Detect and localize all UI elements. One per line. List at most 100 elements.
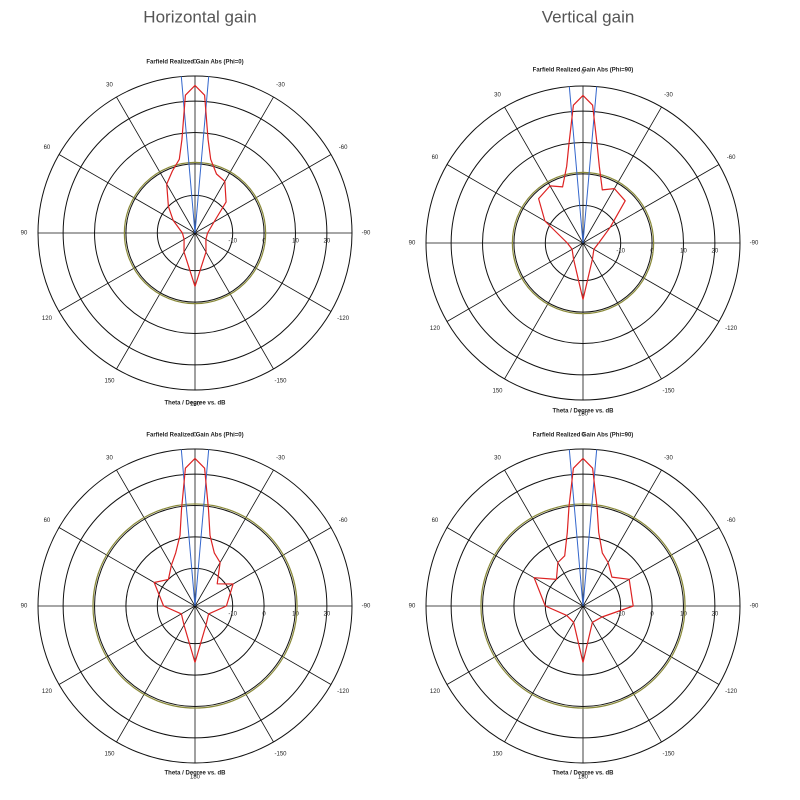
angle-label: -90	[362, 604, 371, 610]
radial-label: 0	[262, 612, 266, 618]
beam-line	[568, 449, 584, 607]
radial-label: 10	[292, 239, 299, 245]
beam-line	[194, 76, 210, 234]
angle-label: 0	[193, 433, 197, 439]
angle-label: -90	[750, 241, 759, 247]
polar-chart: Farfield Realized Gain Abs (Phi=0) Theta …	[21, 60, 371, 408]
ring	[513, 173, 653, 313]
ring	[482, 505, 684, 707]
angle-label: 90	[409, 604, 416, 610]
angle-label: 60	[432, 518, 439, 524]
polar-chart: Farfield Realized Gain Abs (Phi=0) Theta …	[21, 433, 371, 781]
angle-label: 180	[578, 412, 589, 418]
spoke	[194, 527, 332, 607]
spoke	[582, 242, 720, 322]
angle-label: 120	[42, 689, 53, 695]
spoke	[194, 232, 274, 370]
angle-label: -30	[276, 82, 285, 88]
spoke	[194, 232, 332, 312]
ring	[450, 110, 716, 376]
ring	[156, 194, 234, 272]
spoke	[582, 242, 662, 380]
spoke	[58, 232, 196, 312]
angle-label: -90	[362, 231, 371, 237]
beam-line	[180, 76, 196, 234]
radial-label: 10	[680, 612, 687, 618]
ring	[156, 567, 234, 645]
beam-line	[194, 449, 210, 607]
angle-label: 120	[430, 326, 441, 332]
radial-label: 20	[324, 239, 331, 245]
angle-label: -30	[664, 455, 673, 461]
ring	[94, 132, 296, 334]
spoke	[194, 96, 274, 234]
radial-label: 0	[650, 249, 654, 255]
chart-title: Farfield Realized Gain Abs (Phi=0)	[146, 60, 243, 66]
spoke	[58, 154, 196, 234]
chart-title: Farfield Realized Gain Abs (Phi=90)	[533, 433, 634, 439]
ring	[450, 473, 716, 739]
ring	[62, 100, 328, 366]
angle-label: 150	[104, 379, 115, 385]
spoke	[58, 527, 196, 607]
spoke	[504, 469, 584, 607]
angle-label: -30	[664, 92, 673, 98]
chart-title: Farfield Realized Gain Abs (Phi=90)	[533, 68, 634, 74]
ring	[544, 204, 622, 282]
angle-label: 0	[581, 70, 585, 76]
spoke	[446, 527, 584, 607]
spoke	[582, 605, 720, 685]
ring	[125, 536, 265, 676]
angle-label: -90	[750, 604, 759, 610]
spoke	[446, 242, 584, 322]
angle-label: -120	[725, 689, 738, 695]
angle-label: 180	[190, 775, 201, 781]
radial-label: 20	[324, 612, 331, 618]
angle-label: 150	[492, 389, 503, 395]
spoke	[194, 469, 274, 607]
angle-label: 0	[581, 433, 585, 439]
angle-label: 30	[494, 92, 501, 98]
reference-circle	[480, 503, 686, 709]
spoke	[504, 106, 584, 244]
angle-label: 60	[44, 145, 51, 151]
angle-label: 60	[44, 518, 51, 524]
spoke	[446, 164, 584, 244]
angle-label: 120	[430, 689, 441, 695]
angle-label: -60	[339, 518, 348, 524]
radial-label: 10	[680, 249, 687, 255]
angle-label: 60	[432, 155, 439, 161]
angle-label: -150	[662, 752, 675, 758]
ring	[513, 536, 653, 676]
radial-label: 20	[712, 612, 719, 618]
angle-label: 180	[190, 402, 201, 408]
column-header: Vertical gain	[542, 7, 635, 26]
angle-label: 150	[104, 752, 115, 758]
angle-label: 90	[21, 604, 28, 610]
radial-label: 10	[292, 612, 299, 618]
axis-label: Theta / Degree vs. dB	[552, 409, 614, 415]
angle-label: 180	[578, 775, 589, 781]
ring	[94, 505, 296, 707]
radial-label: -10	[616, 612, 625, 618]
angle-label: -150	[274, 752, 287, 758]
angle-label: -60	[339, 145, 348, 151]
angle-label: -150	[274, 379, 287, 385]
spoke	[446, 605, 584, 685]
beam-line	[582, 449, 598, 607]
angle-label: -60	[727, 518, 736, 524]
ring	[62, 473, 328, 739]
spoke	[582, 164, 720, 244]
radial-label: 0	[262, 239, 266, 245]
gain-curve	[533, 457, 634, 663]
axis-label: Theta / Degree vs. dB	[164, 401, 226, 407]
spoke	[582, 106, 662, 244]
angle-label: -60	[727, 155, 736, 161]
spoke	[194, 605, 274, 743]
reference-circle	[123, 161, 267, 305]
angle-label: 150	[492, 752, 503, 758]
spoke	[116, 605, 196, 743]
radial-label: 0	[650, 612, 654, 618]
